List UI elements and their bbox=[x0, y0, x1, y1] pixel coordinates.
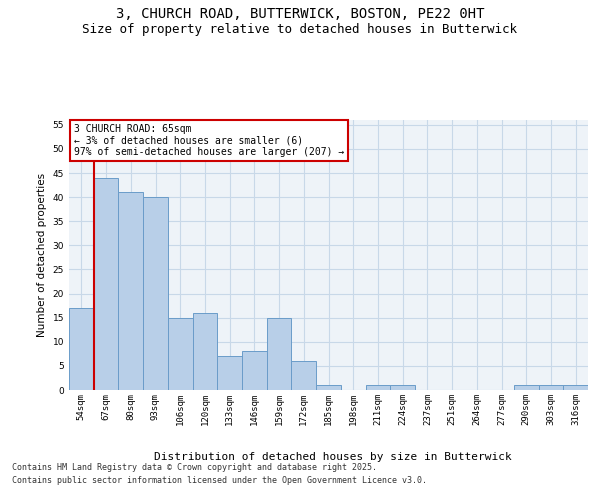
Bar bbox=[316, 385, 341, 390]
Text: Contains HM Land Registry data © Crown copyright and database right 2025.: Contains HM Land Registry data © Crown c… bbox=[12, 464, 377, 472]
Bar bbox=[168, 318, 193, 390]
Bar bbox=[539, 385, 563, 390]
Bar bbox=[242, 352, 267, 390]
Bar bbox=[69, 308, 94, 390]
Bar bbox=[514, 385, 539, 390]
Bar bbox=[292, 361, 316, 390]
Text: Contains public sector information licensed under the Open Government Licence v3: Contains public sector information licen… bbox=[12, 476, 427, 485]
Bar bbox=[193, 313, 217, 390]
Bar bbox=[143, 197, 168, 390]
Bar bbox=[94, 178, 118, 390]
Y-axis label: Number of detached properties: Number of detached properties bbox=[37, 173, 47, 337]
Text: Distribution of detached houses by size in Butterwick: Distribution of detached houses by size … bbox=[154, 452, 512, 462]
Text: 3 CHURCH ROAD: 65sqm
← 3% of detached houses are smaller (6)
97% of semi-detache: 3 CHURCH ROAD: 65sqm ← 3% of detached ho… bbox=[74, 124, 344, 157]
Text: Size of property relative to detached houses in Butterwick: Size of property relative to detached ho… bbox=[83, 22, 517, 36]
Bar bbox=[390, 385, 415, 390]
Bar bbox=[118, 192, 143, 390]
Bar bbox=[563, 385, 588, 390]
Bar bbox=[365, 385, 390, 390]
Bar bbox=[267, 318, 292, 390]
Bar bbox=[217, 356, 242, 390]
Text: 3, CHURCH ROAD, BUTTERWICK, BOSTON, PE22 0HT: 3, CHURCH ROAD, BUTTERWICK, BOSTON, PE22… bbox=[116, 8, 484, 22]
